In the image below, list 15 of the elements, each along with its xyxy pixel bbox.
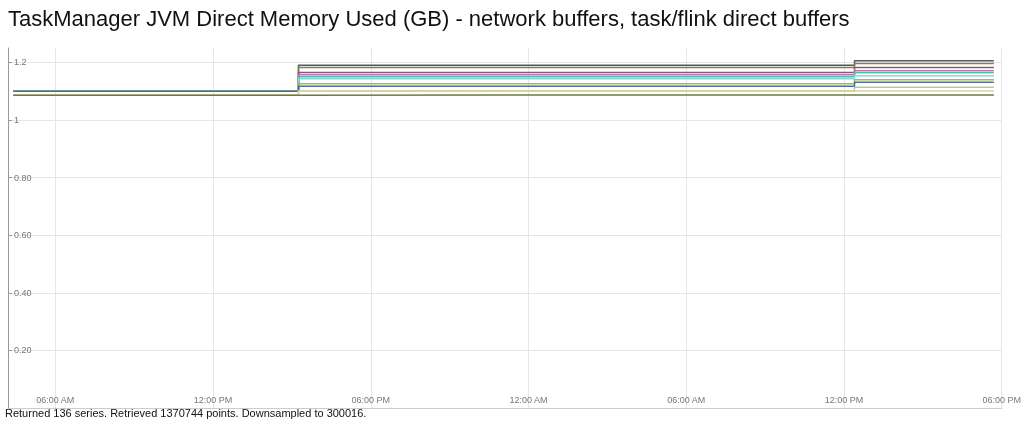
y-tick-label: 0.40 <box>14 287 32 298</box>
x-tick-label: 12:00 PM <box>193 394 233 405</box>
x-tick-label: 06:00 AM <box>36 394 75 405</box>
y-tick-label: 0.80 <box>14 172 32 183</box>
x-tick-label: 12:00 PM <box>824 394 864 405</box>
y-tick-label: 0.20 <box>14 345 32 356</box>
x-tick-label: 06:00 PM <box>982 394 1021 405</box>
annotation: Returned 136 series. Retrieved 1370744 points. Downsampled to 300016. <box>5 407 367 419</box>
y-tick-label: 1.2 <box>14 57 27 68</box>
y-tick-label: 0.60 <box>14 230 32 241</box>
x-tick-label: 06:00 AM <box>667 394 706 405</box>
chart-title: TaskManager JVM Direct Memory Used (GB) - network buffers, task/flink direct buffers <box>8 6 850 32</box>
y-tick-label: 1 <box>14 115 20 125</box>
x-tick-label: 12:00 AM <box>509 394 548 405</box>
x-tick-label: 06:00 PM <box>351 394 391 405</box>
